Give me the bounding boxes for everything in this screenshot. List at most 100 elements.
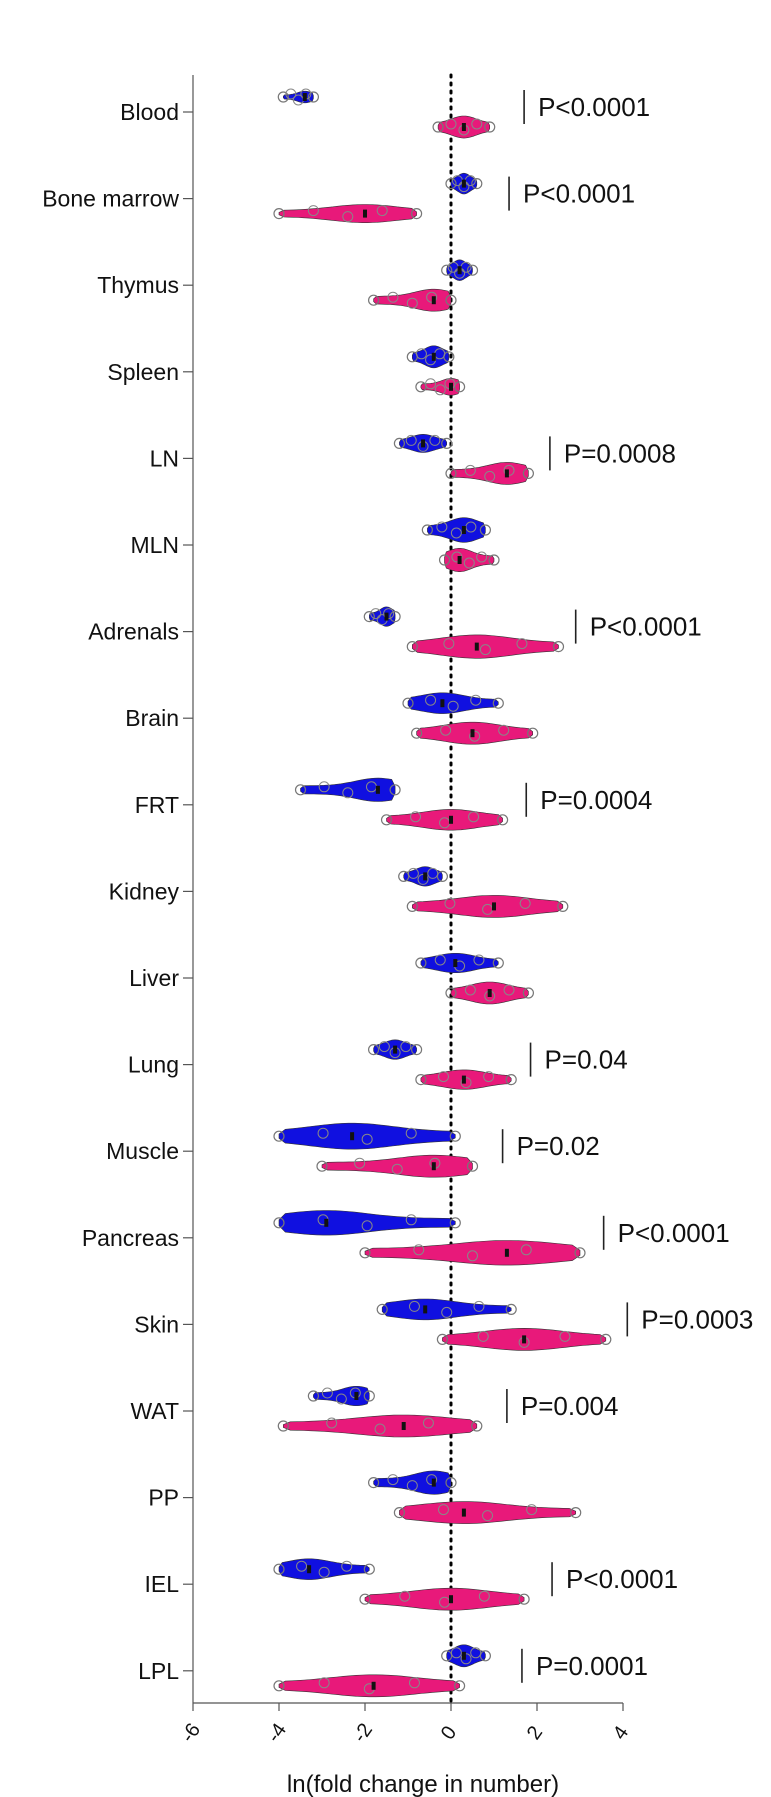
- data-point: [477, 1330, 489, 1342]
- data-point: [450, 527, 462, 539]
- data-point: [415, 957, 427, 969]
- median-mark: [461, 123, 466, 131]
- data-point: [361, 1220, 373, 1232]
- violin-blue: [373, 1470, 452, 1495]
- data-point: [415, 348, 427, 360]
- median-mark: [354, 1392, 359, 1400]
- median-mark: [431, 1162, 436, 1171]
- data-point: [326, 1417, 338, 1429]
- data-point: [307, 1390, 319, 1402]
- data-point: [393, 1506, 405, 1519]
- median-mark: [504, 469, 509, 478]
- data-point: [447, 700, 459, 712]
- data-point: [497, 814, 509, 826]
- median-mark: [457, 556, 462, 564]
- data-point: [445, 467, 457, 479]
- median-mark: [492, 902, 496, 911]
- violin-blue: [278, 1558, 370, 1580]
- violin-pink: [450, 462, 529, 485]
- data-point: [460, 1653, 472, 1665]
- data-point: [376, 1303, 388, 1316]
- data-point: [454, 381, 466, 393]
- median-mark: [324, 1218, 329, 1227]
- data-point: [277, 1420, 289, 1432]
- violin-blue: [420, 953, 499, 973]
- x-tick-label: 2: [523, 1722, 547, 1744]
- data-point: [425, 694, 437, 706]
- data-point: [273, 1680, 285, 1692]
- data-point: [492, 957, 504, 969]
- data-point: [484, 121, 496, 133]
- violin-blue: [427, 517, 486, 543]
- data-point: [341, 1560, 353, 1572]
- data-point: [464, 984, 476, 996]
- data-point: [408, 1677, 420, 1689]
- data-point: [376, 205, 388, 217]
- data-point: [407, 867, 419, 879]
- category-label: Thymus: [97, 272, 179, 298]
- data-point: [437, 1071, 449, 1083]
- data-point: [296, 1560, 308, 1572]
- violin-pink: [364, 1587, 525, 1611]
- median-mark: [522, 1335, 527, 1344]
- data-point: [425, 378, 437, 390]
- violin-pink: [321, 1154, 473, 1178]
- data-point: [389, 784, 401, 796]
- data-point: [460, 1077, 472, 1089]
- median-mark: [449, 815, 453, 824]
- violin-pink: [399, 1501, 576, 1524]
- data-point: [463, 557, 475, 569]
- data-point: [378, 1041, 390, 1053]
- data-point: [368, 1043, 380, 1056]
- data-point: [426, 291, 438, 303]
- median-mark: [375, 785, 380, 794]
- data-point: [405, 434, 417, 446]
- data-point: [478, 1590, 490, 1602]
- violin-pink: [420, 1069, 512, 1090]
- median-mark: [302, 93, 307, 101]
- category-label: PP: [148, 1485, 179, 1511]
- x-axis-label: ln(fold change in number): [287, 1771, 559, 1797]
- data-point: [415, 381, 427, 393]
- data-point: [426, 1474, 438, 1486]
- category-label: MLN: [130, 532, 179, 558]
- category-label: Adrenals: [88, 619, 179, 645]
- data-point: [552, 640, 565, 653]
- median-mark: [423, 872, 428, 881]
- violin-blue: [300, 777, 396, 802]
- data-point: [444, 897, 456, 909]
- data-point: [317, 1127, 329, 1139]
- median-mark: [393, 1045, 398, 1054]
- data-point: [321, 1387, 333, 1399]
- p-value-label: P=0.0004: [540, 785, 652, 815]
- data-point: [473, 954, 485, 966]
- data-point: [466, 1160, 479, 1172]
- category-label: Blood: [120, 99, 179, 125]
- data-point: [387, 1474, 399, 1486]
- violin-pink: [416, 721, 533, 745]
- data-point: [454, 1680, 466, 1692]
- data-point: [405, 1214, 417, 1226]
- data-point: [445, 118, 457, 130]
- data-point: [464, 464, 476, 476]
- median-mark: [401, 1422, 406, 1430]
- median-mark: [431, 296, 436, 305]
- violin-pink: [386, 809, 503, 831]
- data-point: [421, 524, 433, 536]
- p-value-label: P=0.004: [521, 1391, 619, 1421]
- data-point: [466, 264, 479, 276]
- p-value-label: P=0.0003: [641, 1304, 753, 1334]
- violin-pink: [283, 1414, 478, 1438]
- data-point: [498, 724, 510, 736]
- data-point: [363, 610, 375, 623]
- data-point: [451, 551, 463, 563]
- data-point: [368, 1476, 380, 1489]
- median-mark: [307, 1565, 312, 1574]
- data-point: [411, 1043, 423, 1056]
- violin-blue: [407, 692, 499, 714]
- data-point: [468, 811, 480, 823]
- category-label: LN: [150, 445, 179, 471]
- violin-blue: [446, 1644, 486, 1668]
- data-point: [522, 987, 535, 999]
